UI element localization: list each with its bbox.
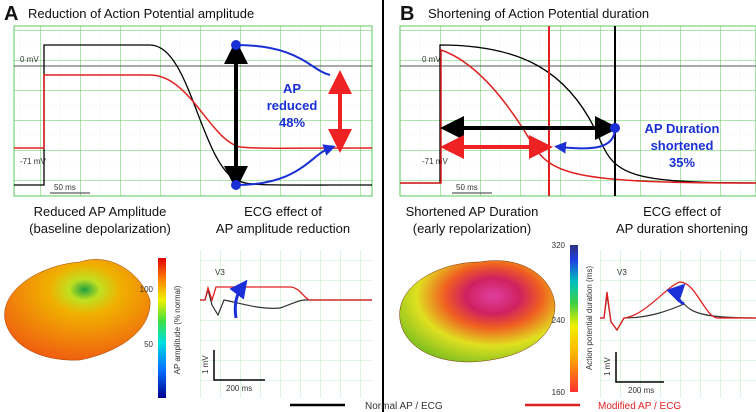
panel-title: Shortening of Action Potential duration: [428, 6, 649, 21]
colorbar-tick: 320: [552, 241, 566, 250]
dot: [231, 40, 241, 50]
scale-bar: [615, 352, 664, 383]
dot: [231, 180, 241, 190]
annotation: AP Duration: [645, 121, 720, 136]
heart-map: [399, 260, 556, 363]
voltage-scale: 1 mV: [603, 357, 612, 376]
time-scale: 200 ms: [226, 384, 252, 393]
zero-label: 0 mV: [20, 55, 39, 64]
annotation: shortened: [651, 138, 714, 153]
arrow: [554, 127, 616, 154]
rest-label: -71 mV: [422, 157, 448, 166]
panel-title: Reduction of Action Potential amplitude: [28, 6, 254, 21]
voltage-scale: 1 mV: [201, 355, 210, 374]
colorbar: [158, 258, 166, 398]
legend-label: Normal AP / ECG: [365, 401, 443, 412]
map-title: Shortened AP Duration: [406, 204, 539, 219]
ecg-title: AP amplitude reduction: [216, 221, 350, 236]
annotation: reduced: [267, 98, 318, 113]
heart-map: [4, 259, 151, 361]
normal-ap: [14, 44, 373, 186]
lead: V3: [617, 268, 627, 277]
colorbar-tick: 50: [144, 340, 153, 349]
colorbar: [570, 245, 578, 392]
rest-label: -71 mV: [20, 157, 46, 166]
colorbar-tick: 160: [552, 388, 566, 397]
arrow: [666, 283, 686, 306]
ecg-title: ECG effect of: [244, 204, 322, 219]
legend-label: Modified AP / ECG: [598, 401, 681, 412]
trace-grid: [399, 25, 756, 197]
time-scale: 50 ms: [456, 183, 478, 192]
zero-label: 0 mV: [422, 55, 441, 64]
panel-letter: B: [400, 3, 414, 25]
colorbar-label: AP amplitude (% normal): [173, 285, 182, 374]
map-title: Reduced AP Amplitude: [34, 204, 167, 219]
colorbar-label: Action potential duration (ms): [585, 266, 594, 370]
panel-letter: A: [4, 3, 18, 25]
ecg-title: AP duration shortening: [616, 221, 748, 236]
time-scale: 200 ms: [628, 386, 654, 395]
arrow: [229, 279, 248, 319]
ecg-grid: [200, 250, 372, 398]
ecg-grid: [600, 250, 756, 398]
annotation: 48%: [279, 115, 305, 130]
map-title: (early repolarization): [413, 221, 532, 236]
trace-grid: [13, 25, 373, 197]
time-scale: 50 ms: [54, 183, 76, 192]
annotation: 35%: [669, 155, 695, 170]
scale-bar: [213, 350, 265, 381]
colorbar-tick: 100: [140, 285, 154, 294]
normal-ecg: [200, 287, 372, 317]
map-title: (baseline depolarization): [29, 221, 171, 236]
lead: V3: [215, 268, 225, 277]
modified-ecg: [200, 285, 372, 303]
arrow: [235, 44, 330, 186]
colorbar-tick: 240: [552, 316, 566, 325]
dot: [610, 123, 620, 133]
annotation: AP: [283, 81, 301, 96]
ecg-title: ECG effect of: [643, 204, 721, 219]
